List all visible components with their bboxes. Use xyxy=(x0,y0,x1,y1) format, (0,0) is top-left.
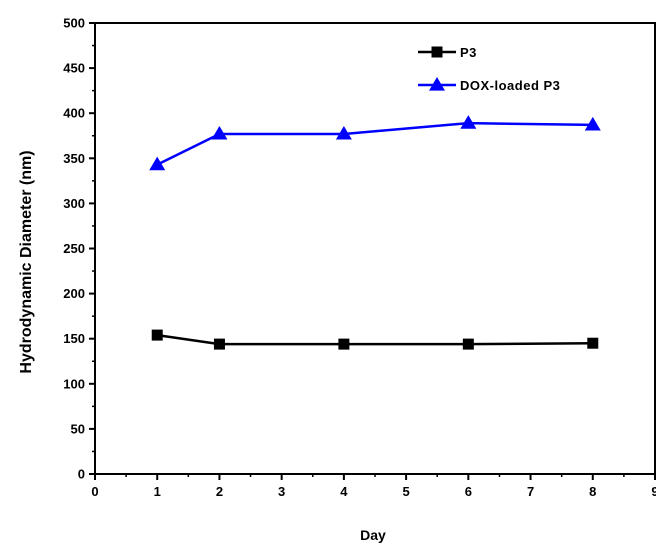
y-tick-label: 400 xyxy=(63,106,85,121)
series-dox-loaded-p3 xyxy=(149,115,601,171)
y-axis-label: Hydrodynamic Diameter (nm) xyxy=(18,150,35,373)
x-tick-label: 2 xyxy=(216,484,223,499)
x-tick-label: 4 xyxy=(340,484,348,499)
y-tick-label: 250 xyxy=(63,241,85,256)
x-tick-label: 9 xyxy=(651,484,656,499)
data-point xyxy=(587,337,599,349)
x-tick-label: 5 xyxy=(402,484,409,499)
data-point xyxy=(338,338,350,350)
data-point xyxy=(335,125,352,140)
plot-frame xyxy=(94,22,656,475)
data-point xyxy=(211,125,228,140)
data-point xyxy=(584,116,601,131)
x-tick-label: 3 xyxy=(278,484,285,499)
legend-item: P3 xyxy=(418,45,477,60)
x-tick-label: 0 xyxy=(91,484,98,499)
data-point xyxy=(151,329,163,341)
series-line xyxy=(156,121,593,166)
y-tick-label: 500 xyxy=(63,16,85,31)
y-tick-label: 150 xyxy=(63,331,85,346)
y-tick-label: 350 xyxy=(63,151,85,166)
y-tick-label: 0 xyxy=(78,467,85,482)
data-point xyxy=(462,338,474,350)
x-tick-label: 1 xyxy=(154,484,161,499)
legend-label: DOX-loaded P3 xyxy=(460,78,560,93)
x-tick-label: 7 xyxy=(527,484,534,499)
data-point xyxy=(460,115,477,129)
data-point xyxy=(149,156,166,171)
x-axis-label: Day xyxy=(360,527,386,543)
data-point xyxy=(213,338,225,350)
y-tick-label: 50 xyxy=(71,421,85,436)
axes: 0 50 100 150 200 250 300 350 400 450 500 0 1 2 3 4 5 6 7 8 9 xyxy=(63,16,656,499)
x-tick-label: 8 xyxy=(589,484,596,499)
legend: P3 DOX-loaded P3 xyxy=(418,45,560,93)
legend-item: DOX-loaded P3 xyxy=(418,77,560,93)
legend-marker xyxy=(429,77,445,91)
y-tick-label: 100 xyxy=(63,376,85,391)
y-tick-label: 300 xyxy=(63,196,85,211)
series-layer xyxy=(149,115,601,350)
legend-marker xyxy=(431,46,443,58)
legend-label: P3 xyxy=(460,45,477,60)
y-tick-label: 450 xyxy=(63,61,85,76)
x-tick-label: 6 xyxy=(465,484,472,499)
series-p3 xyxy=(151,329,599,350)
y-tick-label: 200 xyxy=(63,286,85,301)
